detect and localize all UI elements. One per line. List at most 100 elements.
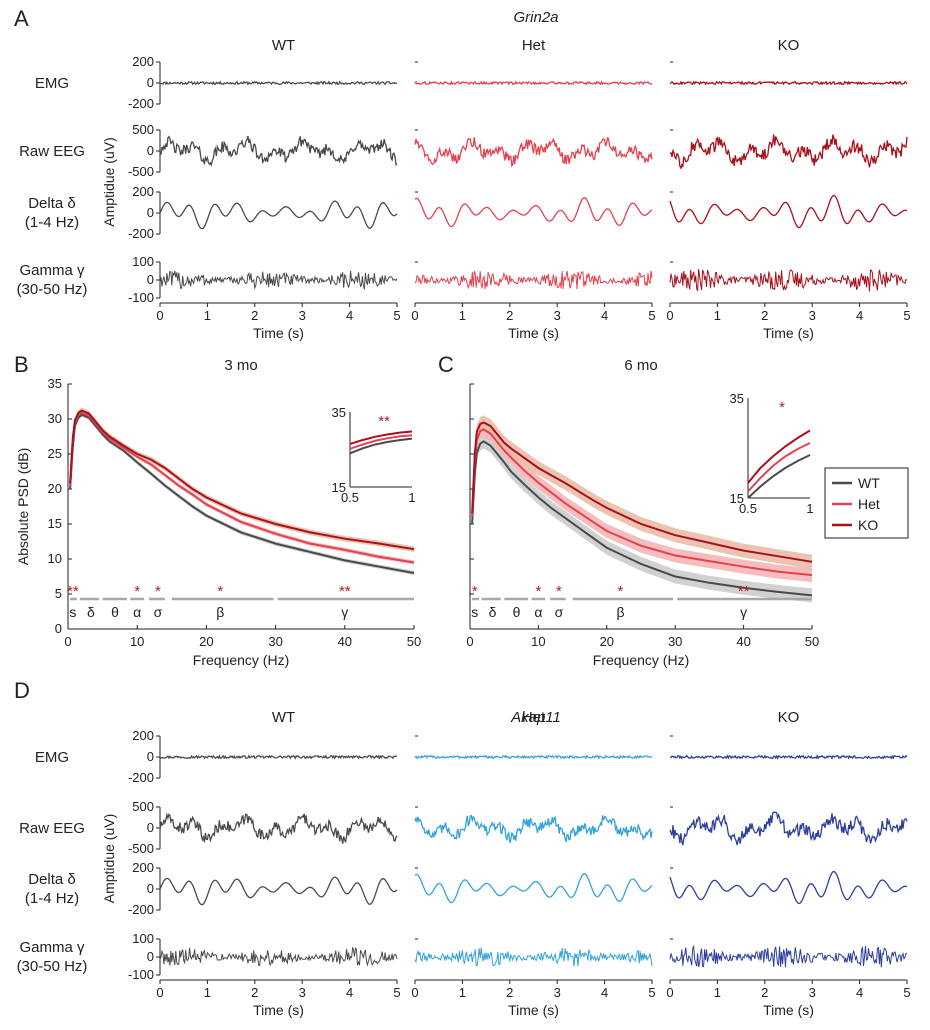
x-tick-label: 30 <box>268 634 282 649</box>
inset-line-ko <box>349 430 413 445</box>
trace-ko <box>669 944 908 968</box>
band-symbol: δ <box>489 604 497 620</box>
x-axis-label: Frequency (Hz) <box>193 652 289 668</box>
time-tick-label: 5 <box>648 985 655 1000</box>
inset-line-ko <box>747 429 811 484</box>
significance-star: * <box>556 583 562 600</box>
band-symbol: α <box>534 604 542 620</box>
y-tick-label: 500 <box>132 799 154 814</box>
y-tick-label: 10 <box>48 551 62 566</box>
psd-line-het <box>471 428 813 577</box>
time-axis-label: Time (s) <box>508 325 559 341</box>
gene-title-grin2a: Grin2a <box>513 9 558 26</box>
band-symbol: β <box>216 604 224 620</box>
band-symbol: σ <box>154 604 163 620</box>
time-tick-label: 2 <box>761 985 768 1000</box>
time-tick-label: 0 <box>156 308 163 323</box>
time-tick-label: 5 <box>648 308 655 323</box>
y-tick-label: 15 <box>48 516 62 531</box>
error-band-wt <box>70 412 414 576</box>
legend-label-wt: WT <box>858 475 880 491</box>
band-symbol: σ <box>555 604 564 620</box>
y-tick-label: 35 <box>48 376 62 391</box>
x-tick-label: 10 <box>531 634 545 649</box>
y-tick-label: 200 <box>132 728 154 743</box>
row-label: Delta δ <box>28 871 76 888</box>
trace-wt <box>159 200 398 230</box>
band-symbol: θ <box>513 604 521 620</box>
psd-line-ko <box>69 409 415 551</box>
significance-star: ** <box>339 583 351 600</box>
significance-star: * <box>217 583 223 600</box>
y-axis-label: Amptidue (uV) <box>101 137 117 226</box>
trace-wt <box>159 947 398 967</box>
psd-line-wt <box>69 413 415 574</box>
chart-title: 6 mo <box>624 357 657 374</box>
error-band-ko <box>472 415 812 569</box>
time-axis-label: Time (s) <box>763 1002 814 1018</box>
x-tick-label: 50 <box>407 634 421 649</box>
time-tick-label: 1 <box>459 308 466 323</box>
time-tick-label: 1 <box>714 308 721 323</box>
trace-ko <box>669 870 908 905</box>
inset-y-tick-label: 35 <box>332 405 346 420</box>
row-label-sub: (30-50 Hz) <box>17 958 88 975</box>
group-header-ko: KO <box>778 709 800 726</box>
time-tick-label: 0 <box>411 308 418 323</box>
inset-x-tick-label: 0.5 <box>341 490 359 505</box>
y-tick-label: -200 <box>128 770 154 785</box>
band-symbol: α <box>133 604 141 620</box>
significance-star: * <box>618 583 624 600</box>
x-tick-label: 10 <box>130 634 144 649</box>
x-tick-label: 0 <box>466 634 473 649</box>
x-tick-label: 40 <box>736 634 750 649</box>
x-axis-label: Frequency (Hz) <box>593 652 689 668</box>
inset-significance-star: ** <box>378 413 390 430</box>
y-tick-label: 0 <box>55 621 62 636</box>
y-tick-label: 0 <box>147 820 154 835</box>
trace-het <box>414 947 653 967</box>
trace-het <box>414 814 653 844</box>
inset-line-het <box>747 442 811 493</box>
trace-het <box>414 136 653 168</box>
panel-letter-d: D <box>14 678 30 703</box>
y-tick-label: 30 <box>48 411 62 426</box>
y-tick-label: 100 <box>132 254 154 269</box>
row-label: EMG <box>35 749 69 766</box>
y-tick-label: 200 <box>132 184 154 199</box>
y-tick-label: -100 <box>128 967 154 982</box>
y-tick-label: 0 <box>147 749 154 764</box>
trace-het <box>414 197 653 228</box>
time-tick-label: 3 <box>809 985 816 1000</box>
significance-star: ** <box>738 583 750 600</box>
x-tick-label: 50 <box>805 634 819 649</box>
y-tick-label: 0 <box>147 143 154 158</box>
time-tick-label: 5 <box>903 985 910 1000</box>
gene-title-akap11: Akap11 <box>510 709 561 726</box>
x-tick-label: 20 <box>199 634 213 649</box>
row-label-sub: (1-4 Hz) <box>25 214 79 231</box>
legend: WT Het KO <box>824 467 909 539</box>
y-tick-label: -200 <box>128 96 154 111</box>
time-tick-label: 5 <box>903 308 910 323</box>
y-tick-label: -200 <box>128 226 154 241</box>
y-tick-label: 200 <box>132 860 154 875</box>
time-tick-label: 4 <box>856 985 863 1000</box>
time-tick-label: 2 <box>251 985 258 1000</box>
time-tick-label: 4 <box>856 308 863 323</box>
group-header-wt: WT <box>272 709 295 726</box>
time-tick-label: 3 <box>299 308 306 323</box>
significance-star: * <box>155 583 161 600</box>
time-tick-label: 4 <box>346 985 353 1000</box>
x-tick-label: 40 <box>338 634 352 649</box>
y-tick-label: 5 <box>55 586 62 601</box>
psd-line-ko <box>471 421 813 563</box>
trace-ko <box>669 754 908 760</box>
row-label-sub: (30-50 Hz) <box>17 281 88 298</box>
time-tick-label: 3 <box>554 985 561 1000</box>
trace-ko <box>669 269 908 292</box>
inset-line-wt <box>349 437 413 455</box>
y-tick-label: 0 <box>147 881 154 896</box>
psd-chart-3mo: 0 10 20 30 40 50 0 5 10 15 20 25 30 35 3 mo Frequency (… <box>15 357 421 668</box>
